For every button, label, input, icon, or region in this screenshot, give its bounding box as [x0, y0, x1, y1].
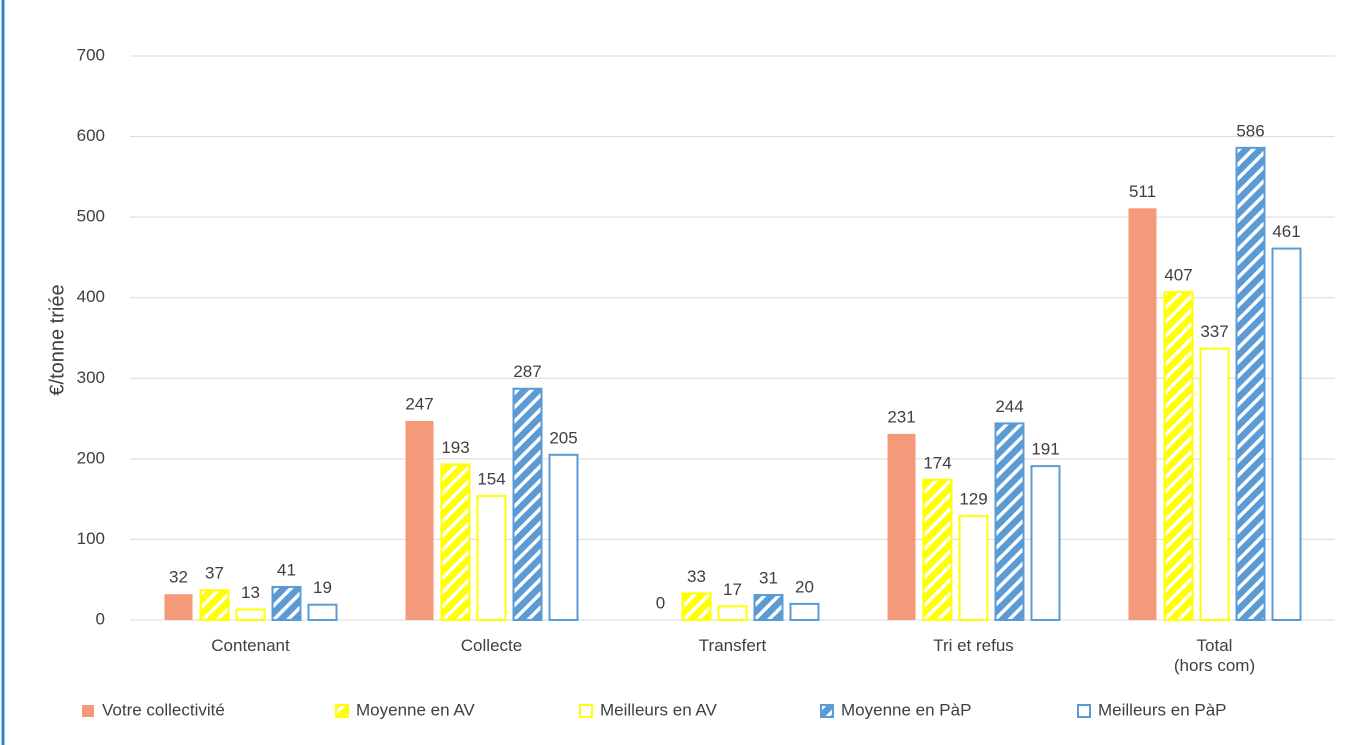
bar	[1163, 291, 1194, 621]
data-label: 511	[1129, 182, 1156, 201]
data-label: 19	[313, 578, 332, 597]
legend-label: Meilleurs en PàP	[1098, 700, 1227, 719]
bar	[789, 602, 820, 622]
bar	[512, 387, 543, 622]
legend-swatch	[579, 704, 593, 718]
data-label: 20	[795, 577, 814, 596]
bar	[922, 478, 953, 622]
data-label: 407	[1164, 266, 1192, 285]
bar	[887, 433, 916, 620]
legend-label: Meilleurs en AV	[600, 700, 718, 719]
bar	[440, 463, 471, 621]
bar	[717, 605, 748, 621]
data-label: 33	[687, 567, 706, 586]
data-label: 41	[277, 560, 296, 579]
data-label: 205	[549, 428, 577, 447]
y-axis-label: €/tonne triée	[46, 284, 68, 395]
y-tick-label: 600	[77, 126, 105, 145]
bar	[958, 515, 989, 622]
bar	[994, 422, 1025, 621]
data-label: 244	[995, 397, 1023, 416]
bar	[753, 594, 784, 621]
bar	[307, 603, 338, 621]
legend-label: Votre collectivité	[102, 700, 225, 719]
data-label: 191	[1031, 440, 1059, 459]
x-tick-label: Total (hors com)	[1173, 636, 1256, 675]
x-tick-label: Collecte	[460, 636, 523, 655]
bar	[681, 592, 712, 622]
bar	[1199, 347, 1230, 621]
x-tick-label: Contenant	[211, 636, 290, 655]
bar	[199, 589, 230, 622]
bar	[1271, 247, 1302, 622]
data-label: 154	[477, 469, 505, 488]
data-label: 32	[169, 568, 188, 587]
data-label: 586	[1236, 121, 1264, 140]
bar	[1128, 208, 1157, 620]
data-label: 337	[1200, 322, 1228, 341]
bar	[548, 453, 579, 622]
legend-swatch	[335, 704, 349, 718]
data-label: 37	[205, 564, 224, 583]
x-tick-label: Tri et refus	[933, 636, 1014, 655]
data-label: 174	[923, 453, 951, 472]
legend-swatch	[820, 704, 834, 718]
data-label: 461	[1272, 222, 1300, 241]
legend-swatch	[82, 705, 94, 717]
data-label: 193	[441, 438, 469, 457]
legend-swatch	[1077, 704, 1091, 718]
legend-label: Moyenne en PàP	[841, 700, 971, 719]
data-label: 17	[723, 580, 742, 599]
bar	[1030, 465, 1061, 622]
x-tick-label: Transfert	[698, 636, 767, 655]
y-tick-label: 0	[96, 609, 105, 628]
bar	[235, 608, 266, 621]
bar	[164, 594, 193, 620]
bar	[271, 585, 302, 621]
y-tick-label: 200	[77, 448, 105, 467]
bar	[405, 420, 434, 620]
data-label: 31	[759, 569, 778, 588]
data-label: 287	[513, 362, 541, 381]
legend-label: Moyenne en AV	[356, 700, 475, 719]
data-label: 231	[887, 407, 915, 426]
y-tick-label: 300	[77, 368, 105, 387]
y-tick-label: 500	[77, 207, 105, 226]
data-label: 0	[656, 593, 665, 612]
data-label: 13	[241, 583, 260, 602]
bar	[476, 494, 507, 622]
data-label: 247	[405, 394, 433, 413]
data-label: 129	[959, 490, 987, 509]
bar	[1235, 146, 1266, 621]
y-tick-label: 700	[77, 45, 105, 64]
y-tick-label: 100	[77, 529, 105, 548]
y-tick-label: 400	[77, 287, 105, 306]
